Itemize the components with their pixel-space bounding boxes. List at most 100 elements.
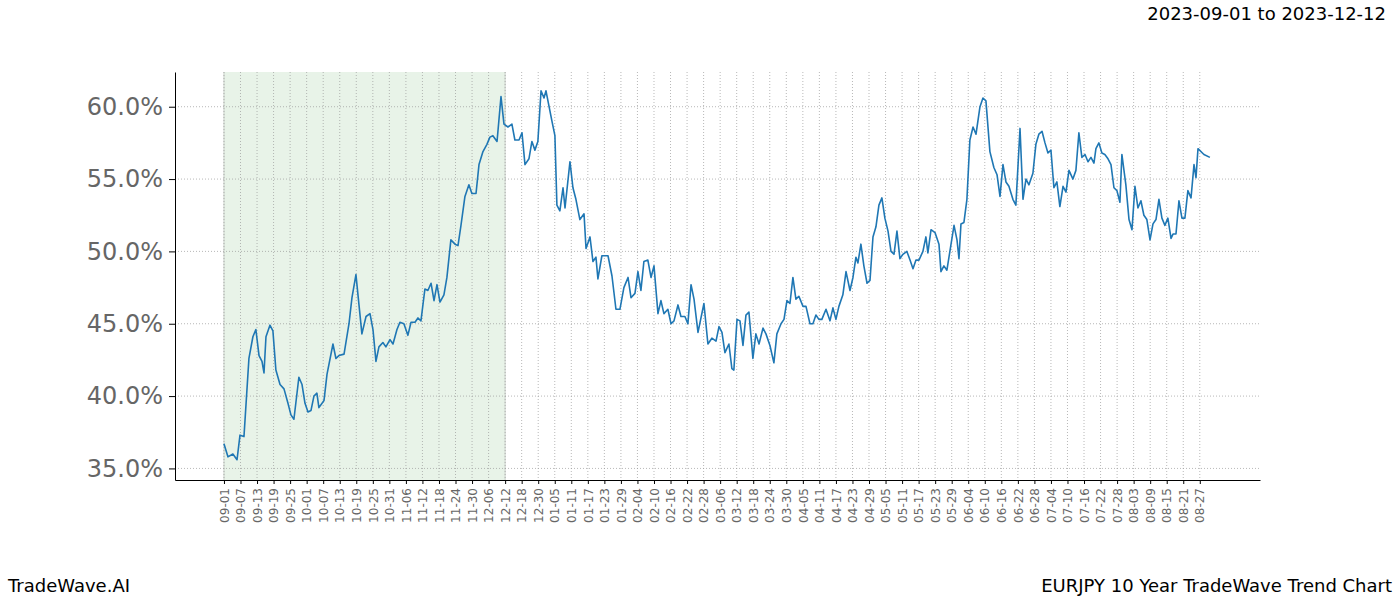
x-tick-label: 03-24 <box>763 488 777 523</box>
x-tick: 06-04 <box>962 480 976 523</box>
x-tick: 11-30 <box>466 480 480 523</box>
x-tick-label: 05-17 <box>912 488 926 523</box>
x-tick-label: 01-23 <box>598 488 612 523</box>
x-grid-line <box>1017 72 1018 480</box>
x-grid-line <box>1166 72 1167 480</box>
x-grid-line <box>1084 72 1085 480</box>
x-grid-line <box>902 72 903 480</box>
x-tick: 05-17 <box>912 480 926 523</box>
x-grid-line <box>1050 72 1051 480</box>
x-tick-mark <box>720 480 721 484</box>
x-tick-label: 03-06 <box>714 488 728 523</box>
y-tick: 50.0% <box>87 238 175 266</box>
x-tick-label: 03-12 <box>730 488 744 523</box>
x-grid-line <box>670 72 671 480</box>
x-tick-label: 08-15 <box>1160 488 1174 523</box>
x-tick: 03-18 <box>747 480 761 523</box>
source-label: TradeWave.AI <box>7 575 130 596</box>
x-tick-mark <box>538 480 539 484</box>
x-tick-label: 07-28 <box>1111 488 1125 523</box>
x-tick-label: 11-24 <box>449 488 463 523</box>
y-grid-line <box>175 323 1260 324</box>
x-grid-line <box>885 72 886 480</box>
x-tick: 10-19 <box>350 480 364 523</box>
x-tick-mark <box>935 480 936 484</box>
x-tick: 07-10 <box>1061 480 1075 523</box>
x-tick-label: 02-22 <box>681 488 695 523</box>
x-tick-label: 06-22 <box>1012 488 1026 523</box>
x-grid-line <box>1067 72 1068 480</box>
x-grid-line <box>1183 72 1184 480</box>
x-tick-mark <box>422 480 423 484</box>
x-tick: 05-11 <box>896 480 910 523</box>
x-tick: 10-07 <box>317 480 331 523</box>
x-tick-label: 09-07 <box>234 488 248 523</box>
y-tick-mark <box>169 251 175 252</box>
x-tick: 05-29 <box>945 480 959 523</box>
x-tick-mark <box>836 480 837 484</box>
y-tick: 40.0% <box>87 382 175 410</box>
x-tick: 02-22 <box>681 480 695 523</box>
x-tick-mark <box>803 480 804 484</box>
x-tick: 08-21 <box>1177 480 1191 523</box>
x-grid-line <box>620 72 621 480</box>
date-range: 2023-09-01 to 2023-12-12 <box>1147 3 1386 24</box>
x-tick: 10-13 <box>333 480 347 523</box>
highlight-edge <box>223 72 224 480</box>
x-grid-line <box>753 72 754 480</box>
x-tick-mark <box>786 480 787 484</box>
x-tick-label: 11-30 <box>466 488 480 523</box>
x-grid-line <box>604 72 605 480</box>
x-tick-mark <box>489 480 490 484</box>
x-tick-label: 06-04 <box>962 488 976 523</box>
x-axis-line <box>176 480 1261 481</box>
x-tick: 07-16 <box>1078 480 1092 523</box>
x-tick-label: 05-05 <box>879 488 893 523</box>
x-grid-line <box>422 72 423 480</box>
x-tick: 08-15 <box>1160 480 1174 523</box>
x-tick: 11-06 <box>400 480 414 523</box>
x-tick-label: 09-25 <box>284 488 298 523</box>
x-grid-line <box>571 72 572 480</box>
highlight-edge <box>505 72 506 480</box>
x-tick-mark <box>753 480 754 484</box>
x-tick-label: 04-23 <box>846 488 860 523</box>
x-tick-label: 06-10 <box>978 488 992 523</box>
x-tick: 02-10 <box>648 480 662 523</box>
x-tick: 09-07 <box>234 480 248 523</box>
x-tick-label: 04-11 <box>813 488 827 523</box>
x-tick-label: 12-12 <box>499 488 513 523</box>
x-tick-mark <box>224 480 225 484</box>
x-tick-mark <box>654 480 655 484</box>
x-tick-mark <box>406 480 407 484</box>
x-tick-label: 02-28 <box>697 488 711 523</box>
x-tick: 10-01 <box>300 480 314 523</box>
x-tick-mark <box>952 480 953 484</box>
x-tick-label: 05-23 <box>929 488 943 523</box>
y-grid-line <box>175 106 1260 107</box>
x-grid-line <box>802 72 803 480</box>
x-tick-mark <box>852 480 853 484</box>
x-tick-mark <box>1117 480 1118 484</box>
x-tick-mark <box>307 480 308 484</box>
x-grid-line <box>488 72 489 480</box>
x-tick-label: 10-31 <box>383 488 397 523</box>
x-grid-line <box>835 72 836 480</box>
x-tick-label: 10-07 <box>317 488 331 523</box>
x-grid-line <box>438 72 439 480</box>
x-tick-mark <box>770 480 771 484</box>
x-tick: 05-05 <box>879 480 893 523</box>
y-tick-label: 55.0% <box>87 165 163 193</box>
x-grid-line <box>323 72 324 480</box>
x-tick-label: 05-11 <box>896 488 910 523</box>
x-tick-label: 06-28 <box>1028 488 1042 523</box>
x-tick-label: 04-05 <box>797 488 811 523</box>
x-tick-label: 07-22 <box>1094 488 1108 523</box>
x-tick-label: 08-03 <box>1127 488 1141 523</box>
x-tick-label: 05-29 <box>945 488 959 523</box>
x-tick: 01-05 <box>548 480 562 523</box>
x-tick: 03-30 <box>780 480 794 523</box>
x-grid-line <box>1100 72 1101 480</box>
x-tick-mark <box>373 480 374 484</box>
x-tick-mark <box>1183 480 1184 484</box>
